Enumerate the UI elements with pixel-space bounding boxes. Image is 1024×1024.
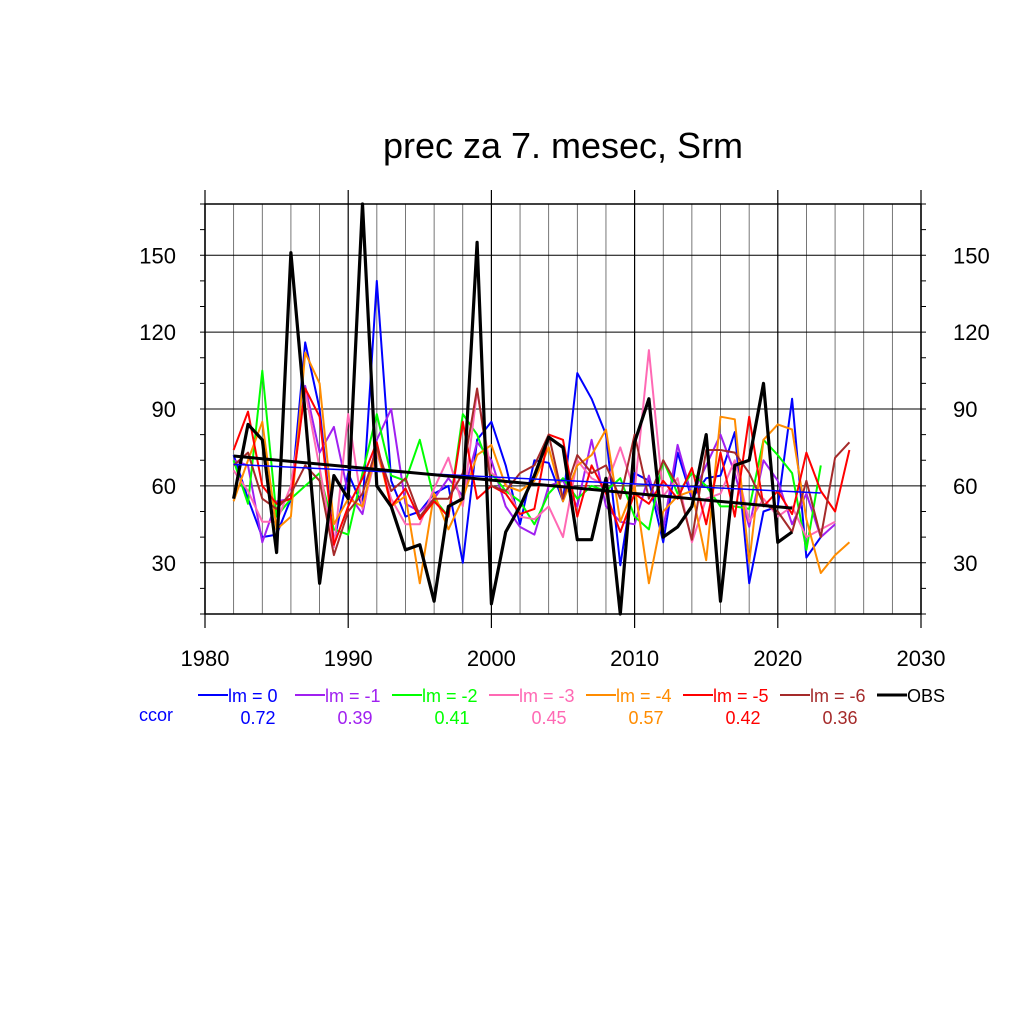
legend-label-5: lm = -5 [713,686,769,706]
y-tick-label-left: 150 [139,243,176,268]
corr-value-2: 0.41 [434,708,469,728]
corr-label: ccor [139,705,173,725]
x-tick-label: 2020 [753,646,802,671]
y-tick-label-right: 150 [953,243,990,268]
corr-value-0: 0.72 [240,708,275,728]
chart-title: prec za 7. mesec, Srm [383,125,743,166]
trend-line-0 [233,463,821,494]
y-tick-label-left: 30 [152,551,176,576]
legend-label-3: lm = -3 [519,686,575,706]
chart-series [232,202,851,616]
y-tick-label-right: 60 [953,474,977,499]
corr-value-5: 0.42 [725,708,760,728]
legend-label-2: lm = -2 [422,686,478,706]
series-line-5 [232,387,851,546]
y-tick-label-right: 120 [953,320,990,345]
x-tick-label: 2000 [467,646,516,671]
legend-label-6: lm = -6 [810,686,866,706]
chart-legend: ccor lm = 00.72 lm = -10.39 lm = -20.41 lm =… [139,686,945,728]
legend-label-7: OBS [907,686,945,706]
series-line-4 [232,351,851,585]
chart-axes: 1980 1990 2000 2010 2020 2030 30 30 60 60 90 90 120 1… [139,190,990,671]
y-tick-label-left: 60 [152,474,176,499]
corr-value-3: 0.45 [531,708,566,728]
chart-grid [204,204,922,614]
legend-label-1: lm = -1 [325,686,381,706]
y-tick-label-left: 120 [139,320,176,345]
y-tick-label-left: 90 [152,397,176,422]
x-tick-label: 1980 [181,646,230,671]
y-tick-label-right: 30 [953,551,977,576]
x-tick-label: 2030 [897,646,946,671]
trend-line-7 [233,454,793,510]
corr-value-4: 0.57 [628,708,663,728]
series-line-7 [232,202,794,616]
x-tick-label: 2010 [610,646,659,671]
y-tick-label-right: 90 [953,397,977,422]
series-line-6 [232,387,851,557]
series-line-3 [232,349,836,549]
legend-label-4: lm = -4 [616,686,672,706]
x-tick-label: 1990 [324,646,373,671]
corr-value-1: 0.39 [337,708,372,728]
legend-label-0: lm = 0 [228,686,278,706]
corr-value-6: 0.36 [822,708,857,728]
